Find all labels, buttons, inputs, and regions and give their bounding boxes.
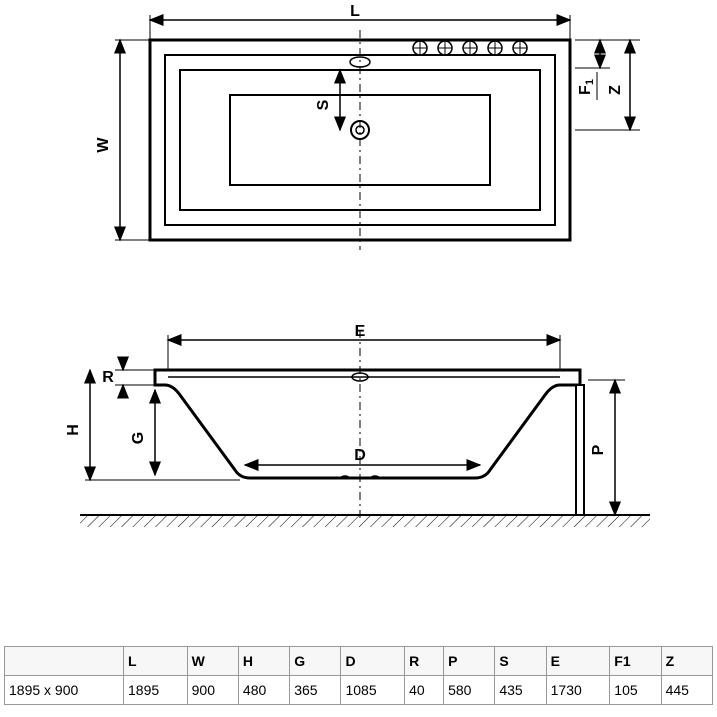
cell-P: 580 (444, 676, 495, 705)
dim-S: S (315, 99, 332, 110)
col-W: W (187, 647, 238, 676)
dim-R: R (102, 369, 114, 386)
dim-L: L (350, 3, 360, 20)
cell-Z: 445 (661, 676, 712, 705)
cell-H: 480 (238, 676, 289, 705)
col-Z: Z (661, 647, 712, 676)
col-blank (5, 647, 124, 676)
cell-E: 1730 (546, 676, 610, 705)
cell-L: 1895 (124, 676, 188, 705)
technical-drawing: L W S (0, 0, 717, 620)
col-S: S (495, 647, 546, 676)
top-view: L W S (95, 3, 640, 250)
dim-Z: Z (607, 85, 624, 95)
cell-F1: 105 (610, 676, 661, 705)
col-L: L (124, 647, 188, 676)
col-E: E (546, 647, 610, 676)
dim-D: D (354, 447, 366, 464)
col-R: R (405, 647, 444, 676)
cell-size: 1895 x 900 (5, 676, 124, 705)
table-row: 1895 x 900 1895 900 480 365 1085 40 580 … (5, 676, 713, 705)
cell-G: 365 (290, 676, 341, 705)
dim-G: G (130, 432, 147, 444)
dim-W: W (95, 137, 112, 153)
col-P: P (444, 647, 495, 676)
col-G: G (290, 647, 341, 676)
side-view: E R H G D (65, 323, 650, 527)
dim-P: P (590, 444, 607, 455)
cell-S: 435 (495, 676, 546, 705)
cell-D: 1085 (341, 676, 405, 705)
col-D: D (341, 647, 405, 676)
col-F1: F1 (610, 647, 661, 676)
cell-R: 40 (405, 676, 444, 705)
dimension-table: L W H G D R P S E F1 Z 1895 x 900 1895 9… (4, 646, 713, 705)
col-H: H (238, 647, 289, 676)
table-header-row: L W H G D R P S E F1 Z (5, 647, 713, 676)
dim-H: H (65, 424, 82, 436)
drawing-page: L W S (0, 0, 717, 717)
dim-F1: F1 (577, 79, 596, 95)
cell-W: 900 (187, 676, 238, 705)
